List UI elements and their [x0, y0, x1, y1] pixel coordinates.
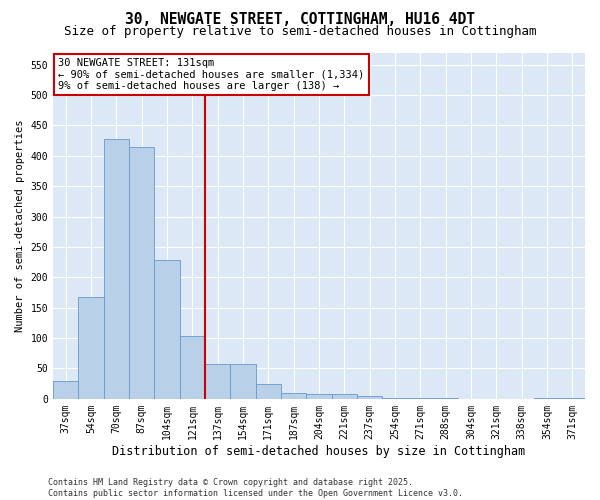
Text: 30, NEWGATE STREET, COTTINGHAM, HU16 4DT: 30, NEWGATE STREET, COTTINGHAM, HU16 4DT	[125, 12, 475, 28]
Bar	[332, 394, 357, 399]
Bar	[357, 396, 382, 399]
Bar	[407, 398, 433, 399]
X-axis label: Distribution of semi-detached houses by size in Cottingham: Distribution of semi-detached houses by …	[112, 444, 526, 458]
Bar	[53, 380, 79, 399]
Y-axis label: Number of semi-detached properties: Number of semi-detached properties	[15, 120, 25, 332]
Bar	[154, 260, 179, 399]
Text: 30 NEWGATE STREET: 131sqm
← 90% of semi-detached houses are smaller (1,334)
9% o: 30 NEWGATE STREET: 131sqm ← 90% of semi-…	[58, 58, 365, 91]
Bar	[179, 336, 205, 399]
Bar	[307, 394, 332, 399]
Bar	[79, 298, 104, 399]
Bar	[205, 364, 230, 399]
Bar	[129, 146, 154, 399]
Bar	[560, 398, 585, 399]
Bar	[256, 384, 281, 399]
Bar	[433, 398, 458, 399]
Bar	[104, 139, 129, 399]
Bar	[382, 398, 407, 399]
Text: Size of property relative to semi-detached houses in Cottingham: Size of property relative to semi-detach…	[64, 25, 536, 38]
Bar	[281, 393, 307, 399]
Bar	[535, 398, 560, 399]
Bar	[230, 364, 256, 399]
Text: Contains HM Land Registry data © Crown copyright and database right 2025.
Contai: Contains HM Land Registry data © Crown c…	[48, 478, 463, 498]
